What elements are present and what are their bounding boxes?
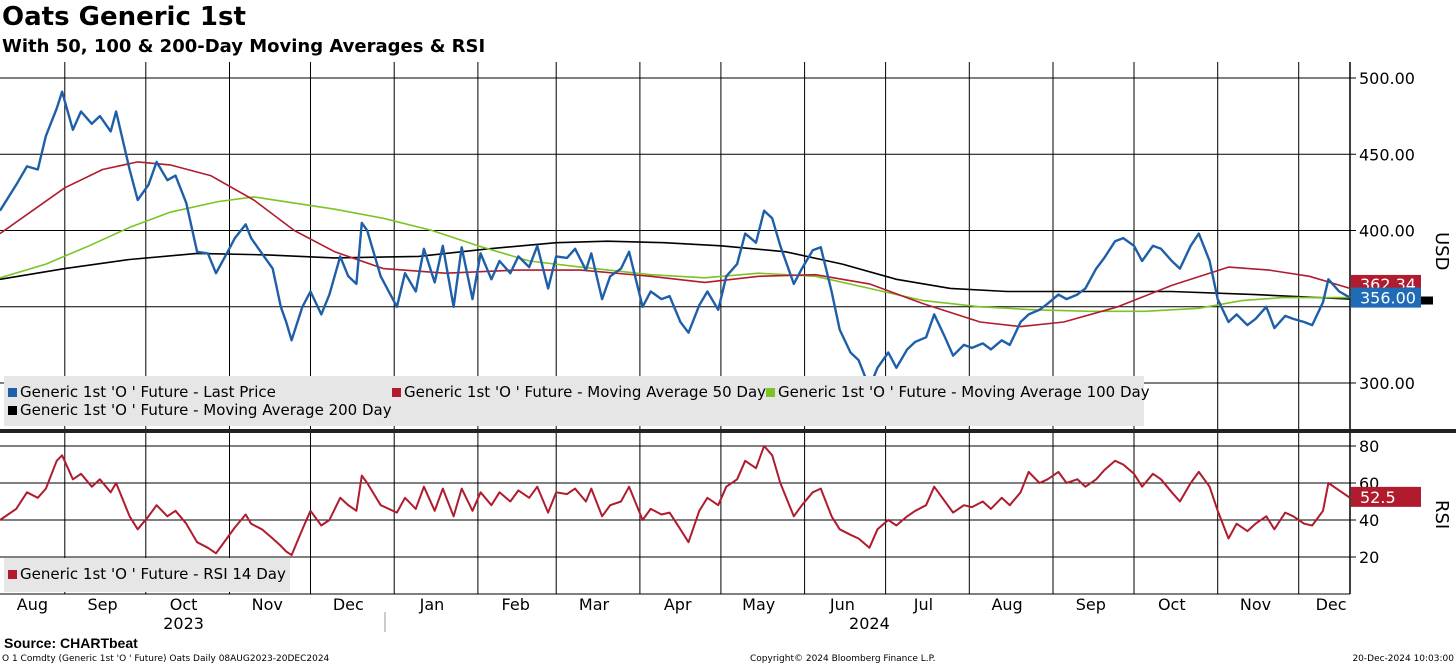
y-tick-label-main: 450.00 (1359, 145, 1415, 164)
series-line-ma50 (0, 161, 1351, 328)
legend-item-ma200: Generic 1st 'O ' Future - Moving Average… (8, 401, 392, 419)
legend-label-last-price: Generic 1st 'O ' Future - Last Price (20, 383, 276, 401)
y-tick-label-rsi: 80 (1359, 437, 1379, 456)
series-line-last-price (0, 90, 1351, 389)
legend-label-rsi: Generic 1st 'O ' Future - RSI 14 Day (20, 565, 286, 583)
legend-swatch-ma100 (766, 388, 775, 397)
legend-item-last-price: Generic 1st 'O ' Future - Last Price (8, 383, 276, 401)
y-tick-label-main: 300.00 (1359, 374, 1415, 393)
y-tick-label-rsi: 40 (1359, 511, 1379, 530)
x-tick-label-month: Dec (333, 595, 364, 614)
x-tick-label-month: Dec (1316, 595, 1347, 614)
y-axis-title-rsi: RSI (1431, 500, 1452, 529)
legend-label-ma200: Generic 1st 'O ' Future - Moving Average… (20, 401, 392, 419)
series-line-ma100 (0, 196, 1350, 313)
series-line-ma200 (0, 240, 1351, 300)
last-value-tag-price-bg (1351, 287, 1421, 308)
footer-copyright: Copyright© 2024 Bloomberg Finance L.P. (750, 654, 936, 664)
chart-subtitle: With 50, 100 & 200-Day Moving Averages &… (2, 36, 486, 57)
source-label: Source: CHARTbeat (4, 635, 138, 651)
x-tick-label-month: Apr (664, 595, 692, 614)
legend-swatch-ma50 (392, 388, 401, 397)
rsi-legend-box (4, 558, 290, 592)
legend-swatch-ma200 (8, 406, 17, 415)
y-tick-label-main: 400.00 (1359, 222, 1415, 241)
y-axis-title-usd: USD (1431, 232, 1452, 270)
legend-label-ma100: Generic 1st 'O ' Future - Moving Average… (778, 383, 1150, 401)
x-year-label-2024: 2024 (849, 614, 890, 633)
legend-item-rsi: Generic 1st 'O ' Future - RSI 14 Day (8, 565, 286, 583)
x-tick-label-month: May (742, 595, 775, 614)
x-tick-label-month: Jul (913, 595, 933, 614)
x-tick-label-month: Oct (170, 595, 198, 614)
legend-item-ma100: Generic 1st 'O ' Future - Moving Average… (766, 383, 1150, 401)
footer-ticker: O 1 Comdty (Generic 1st 'O ' Future) Oat… (2, 654, 330, 664)
chart-title: Oats Generic 1st (2, 2, 246, 32)
x-tick-label-month: Aug (991, 595, 1022, 614)
x-tick-label-month: Sep (88, 595, 118, 614)
last-value-tag-rsi-bg (1351, 486, 1421, 507)
footer-timestamp: 20-Dec-2024 10:03:00 (1352, 654, 1454, 664)
y-tick-label-rsi: 20 (1359, 548, 1379, 567)
x-year-label-2023: 2023 (163, 614, 204, 633)
y-tick-label-main: 500.00 (1359, 69, 1415, 88)
price-legend-box (4, 376, 1144, 426)
legend-item-ma50: Generic 1st 'O ' Future - Moving Average… (392, 383, 766, 401)
x-tick-label-month: Jun (829, 595, 855, 614)
series-line-rsi14 (0, 445, 1351, 557)
legend-swatch-last-price (8, 388, 17, 397)
x-tick-label-month: Nov (252, 595, 283, 614)
x-tick-label-month: Jan (419, 595, 445, 614)
x-tick-label-month: Mar (579, 595, 610, 614)
legend-label-ma50: Generic 1st 'O ' Future - Moving Average… (404, 383, 767, 401)
legend-swatch-rsi (8, 570, 17, 579)
last-value-tag-price: 356.00 (1360, 289, 1416, 308)
last-value-tag-rsi: 52.5 (1360, 488, 1396, 507)
x-tick-label-month: Oct (1158, 595, 1186, 614)
x-tick-label-month: Sep (1076, 595, 1106, 614)
x-tick-label-month: Nov (1240, 595, 1271, 614)
x-tick-label-month: Feb (502, 595, 530, 614)
x-tick-label-month: Aug (17, 595, 48, 614)
